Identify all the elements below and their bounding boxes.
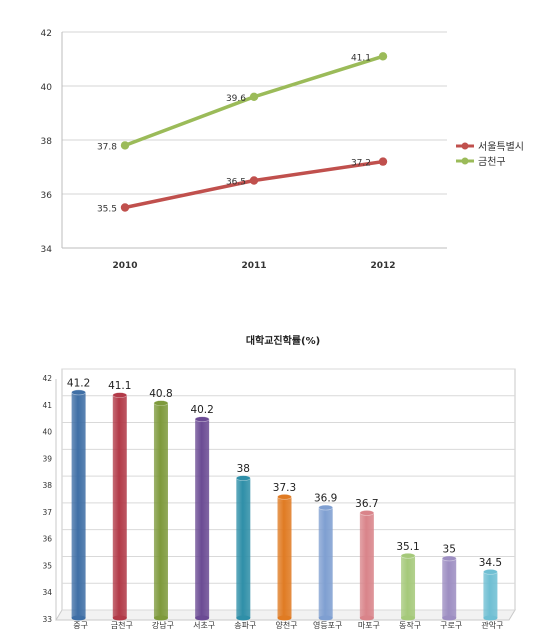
bar-cap xyxy=(359,510,375,516)
x-tick-label: 양천구 xyxy=(275,620,297,630)
x-tick-label: 2012 xyxy=(370,261,395,271)
y-tick-label: 36 xyxy=(41,191,53,201)
bar-base xyxy=(442,615,457,621)
bar xyxy=(195,419,210,618)
y-tick-label: 40 xyxy=(42,428,52,437)
x-tick-label: 마포구 xyxy=(358,621,380,630)
bar-value-label: 37.3 xyxy=(273,482,296,494)
bar-value-label: 36.9 xyxy=(314,493,337,505)
bar-cap xyxy=(441,555,457,562)
bar-cap xyxy=(112,392,128,398)
bar-value-label: 41.2 xyxy=(67,377,90,389)
bar xyxy=(483,571,498,618)
bar-cap xyxy=(318,504,333,511)
data-label: 39.6 xyxy=(226,94,246,104)
bar-value-label: 35.1 xyxy=(396,541,419,553)
x-tick-label: 중구 xyxy=(73,621,88,630)
bar-value-label: 35 xyxy=(443,543,456,555)
y-tick-label: 42 xyxy=(42,374,52,383)
bar-value-label: 38 xyxy=(237,463,250,475)
bar xyxy=(318,507,333,618)
bar-value-label: 40.2 xyxy=(190,404,213,416)
x-tick-label: 서초구 xyxy=(193,621,215,630)
data-label: 36.5 xyxy=(226,178,246,188)
y-tick-label: 34 xyxy=(42,588,52,597)
data-label: 35.5 xyxy=(97,205,117,215)
bar-value-label: 34.5 xyxy=(479,557,502,569)
bar xyxy=(71,392,86,618)
legend-marker xyxy=(461,157,469,165)
x-tick-label: 금천구 xyxy=(111,620,133,630)
x-tick-label: 2010 xyxy=(112,261,137,271)
y-tick-label: 38 xyxy=(41,137,53,147)
bar xyxy=(359,512,374,618)
line-chart: 34 36 38 40 42 2010 2011 2012 35.5 36.5 37.2 37.8 3… xyxy=(41,29,524,271)
x-tick-label: 강남구 xyxy=(152,620,174,630)
bar xyxy=(401,555,416,618)
x-tick-label: 동작구 xyxy=(399,620,421,630)
x-tick-label: 구로구 xyxy=(440,621,462,630)
data-label: 37.2 xyxy=(351,159,371,169)
y-tick-label: 35 xyxy=(42,561,52,570)
bar xyxy=(236,478,251,618)
data-point xyxy=(249,176,259,185)
y-tick-label: 39 xyxy=(42,454,52,463)
bar-cap xyxy=(483,569,498,575)
bar-value-label: 36.7 xyxy=(355,498,378,510)
bar-cap xyxy=(277,494,292,500)
y-tick-label: 42 xyxy=(41,29,52,39)
y-tick-label: 36 xyxy=(42,535,52,544)
bar-base xyxy=(112,615,127,621)
y-tick-label: 41 xyxy=(42,401,52,410)
bar-chart-title: 대학교진학률(%) xyxy=(246,334,320,347)
bar-base xyxy=(195,615,210,621)
y-tick-label: 34 xyxy=(41,245,53,255)
bar xyxy=(112,395,127,618)
x-tick-label: 2011 xyxy=(241,261,266,271)
bar-base xyxy=(483,615,498,621)
bar xyxy=(277,496,292,618)
legend-marker xyxy=(461,142,469,150)
bar xyxy=(153,403,168,618)
y-tick-label: 33 xyxy=(42,615,52,624)
bar-cap xyxy=(71,389,86,396)
data-point xyxy=(120,203,130,212)
x-tick-label: 관악구 xyxy=(481,620,503,630)
bar-base xyxy=(153,615,168,621)
data-label: 41.1 xyxy=(351,53,371,63)
data-label: 37.8 xyxy=(97,142,117,152)
bar-value-label: 40.8 xyxy=(149,388,172,400)
bar-base xyxy=(318,615,333,621)
legend-label: 서울특별시 xyxy=(478,141,524,153)
y-tick-label: 40 xyxy=(41,83,53,93)
bar-base xyxy=(236,615,251,621)
y-tick-label: 38 xyxy=(42,481,52,490)
bar-base xyxy=(359,615,374,621)
legend-label: 금천구 xyxy=(478,156,506,168)
data-point xyxy=(249,92,259,102)
bar-cap xyxy=(194,416,210,422)
bar-cap xyxy=(236,475,251,481)
data-point xyxy=(378,157,388,166)
bar-chart: 대학교진학률(%) 33 34 35 36 37 38 39 40 41 42 41.2 중구 41.… xyxy=(42,334,516,630)
x-tick-label: 송파구 xyxy=(234,621,256,630)
bar-cap xyxy=(400,552,416,559)
y-tick-label: 37 xyxy=(42,508,52,517)
data-point xyxy=(120,141,130,150)
bar-base xyxy=(71,615,86,621)
bar-cap xyxy=(153,400,169,406)
bar-base xyxy=(277,615,292,621)
data-point xyxy=(378,52,388,61)
x-tick-label: 영등포구 xyxy=(313,620,342,630)
bar-base xyxy=(401,615,416,621)
bar-value-label: 41.1 xyxy=(108,380,131,392)
bar xyxy=(442,558,457,618)
